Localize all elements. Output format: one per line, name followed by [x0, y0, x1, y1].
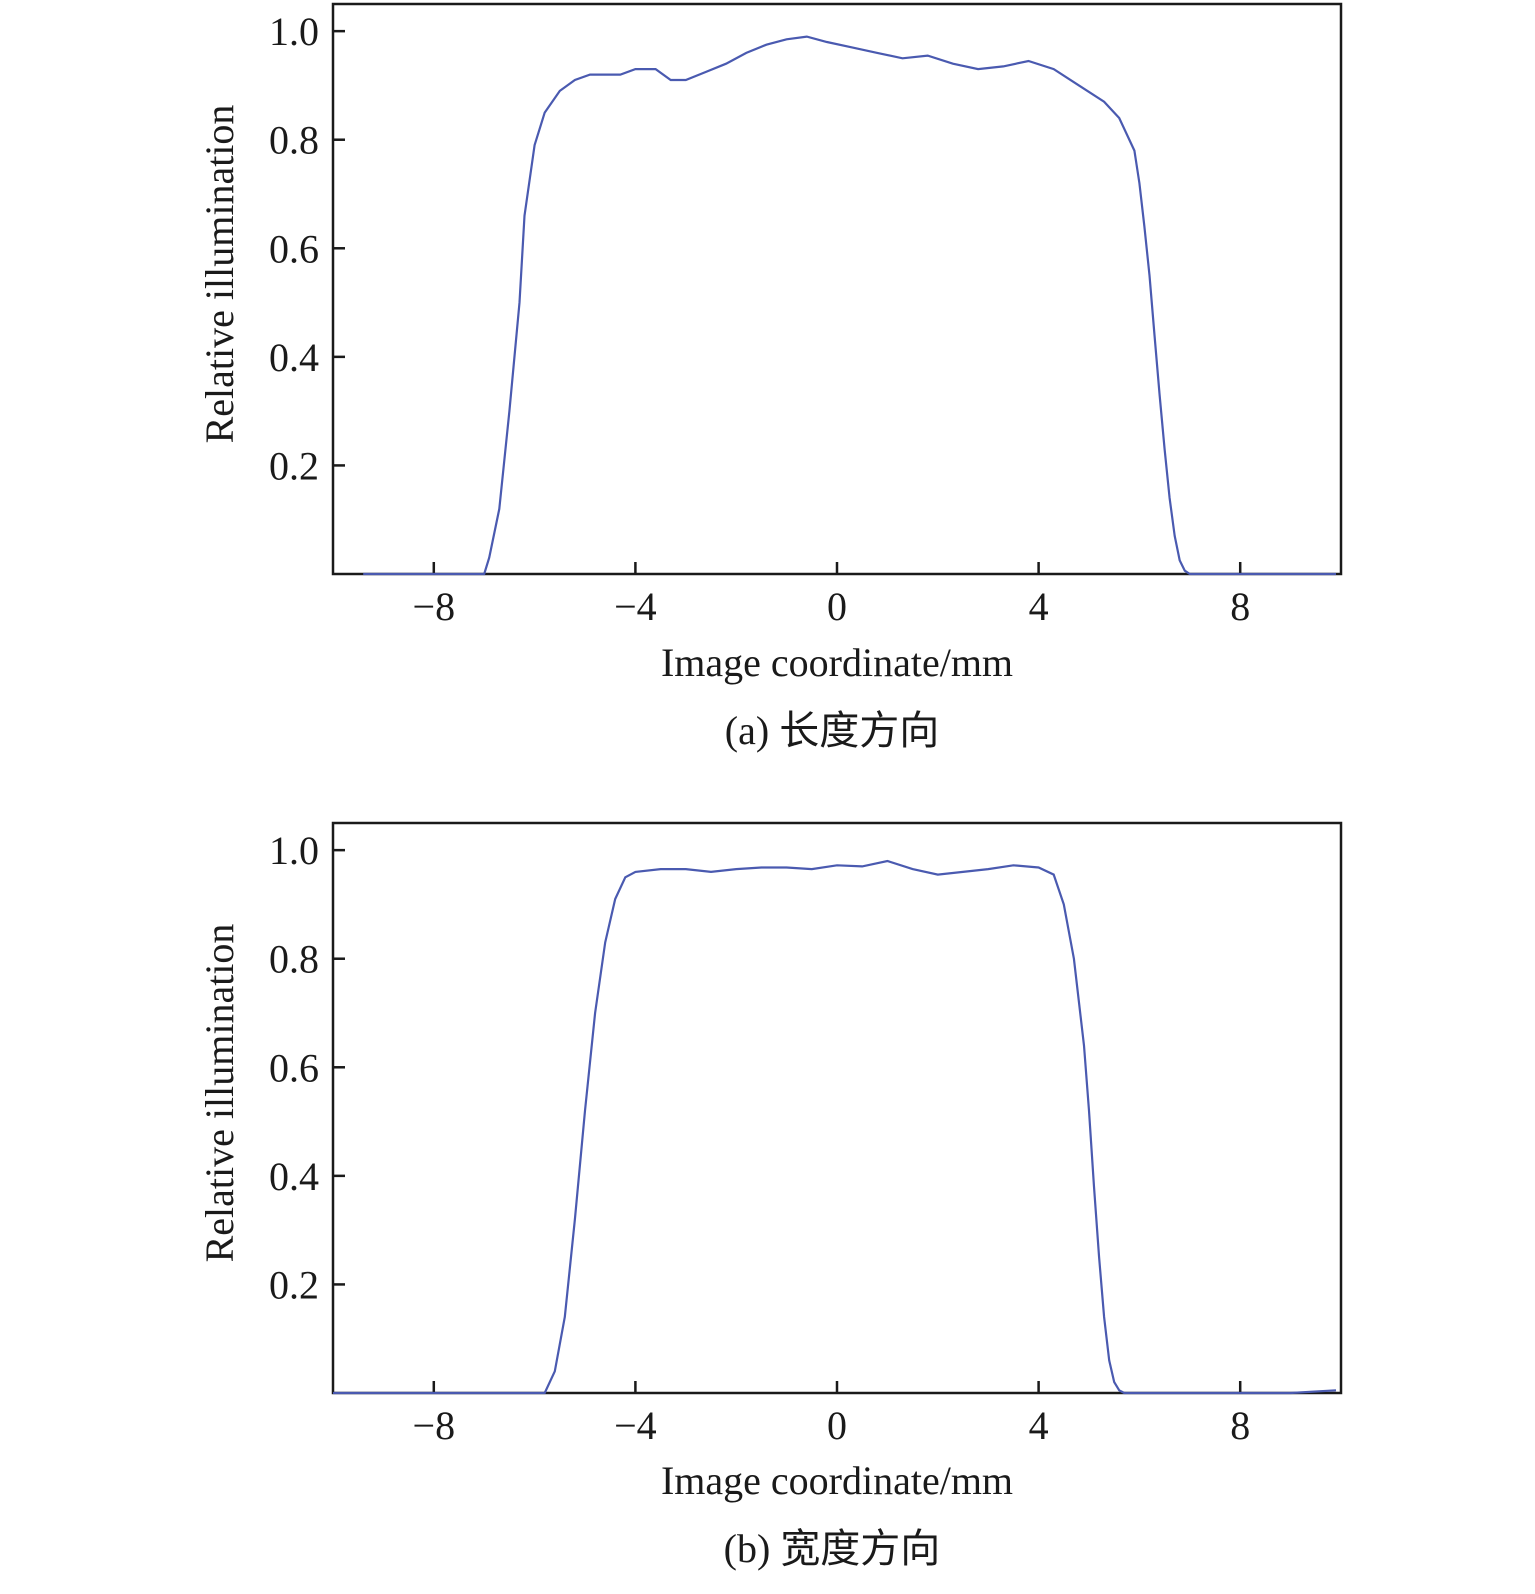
- y-tick-label: 0.8: [269, 937, 319, 982]
- y-axis-ticks: 0.2 0.4 0.6 0.8 1.0: [269, 9, 345, 488]
- x-tick-label: 0: [827, 1403, 847, 1448]
- plot-frame: [331, 2, 1343, 576]
- series-line: [363, 35, 1336, 576]
- x-tick-label: −8: [413, 584, 456, 629]
- x-tick-label: −4: [614, 584, 657, 629]
- x-tick-label: −8: [413, 1403, 456, 1448]
- x-axis-ticks: −8 −4 0 4 8: [413, 1381, 1250, 1448]
- x-tick-label: 4: [1029, 1403, 1049, 1448]
- x-tick-label: 8: [1230, 584, 1250, 629]
- chart-panel-a: 0.2 0.4 0.6 0.8 1.0 −8 −4 0 4 8 Relative illumin…: [197, 2, 1343, 753]
- x-tick-label: 8: [1230, 1403, 1250, 1448]
- x-axis-label: Image coordinate/mm: [661, 1458, 1013, 1503]
- y-tick-label: 1.0: [269, 9, 319, 54]
- y-tick-label: 0.4: [269, 335, 319, 380]
- chart-caption: (b) 宽度方向: [724, 1526, 941, 1571]
- x-axis-label: Image coordinate/mm: [661, 640, 1013, 685]
- x-tick-label: 0: [827, 584, 847, 629]
- y-tick-label: 0.6: [269, 1045, 319, 1090]
- y-tick-label: 0.4: [269, 1154, 319, 1199]
- y-axis-ticks: 0.2 0.4 0.6 0.8 1.0: [269, 828, 345, 1307]
- y-tick-label: 0.2: [269, 443, 319, 488]
- x-tick-label: −4: [614, 1403, 657, 1448]
- y-tick-label: 0.6: [269, 226, 319, 271]
- x-tick-label: 4: [1029, 584, 1049, 629]
- y-tick-label: 0.2: [269, 1262, 319, 1307]
- y-axis-label: Relative illumination: [197, 105, 242, 444]
- y-tick-label: 1.0: [269, 828, 319, 873]
- chart-caption: (a) 长度方向: [725, 708, 939, 753]
- y-axis-label: Relative illumination: [197, 924, 242, 1263]
- chart-panel-b: 0.2 0.4 0.6 0.8 1.0 −8 −4 0 4 8 Relative illumin…: [197, 821, 1343, 1571]
- y-tick-label: 0.8: [269, 118, 319, 163]
- x-axis-ticks: −8 −4 0 4 8: [413, 562, 1250, 629]
- series-line: [333, 859, 1337, 1395]
- plot-frame: [331, 821, 1343, 1395]
